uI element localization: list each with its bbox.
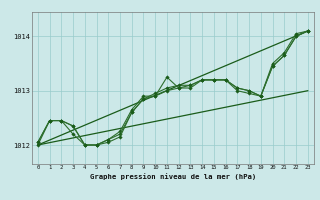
X-axis label: Graphe pression niveau de la mer (hPa): Graphe pression niveau de la mer (hPa) [90,173,256,180]
